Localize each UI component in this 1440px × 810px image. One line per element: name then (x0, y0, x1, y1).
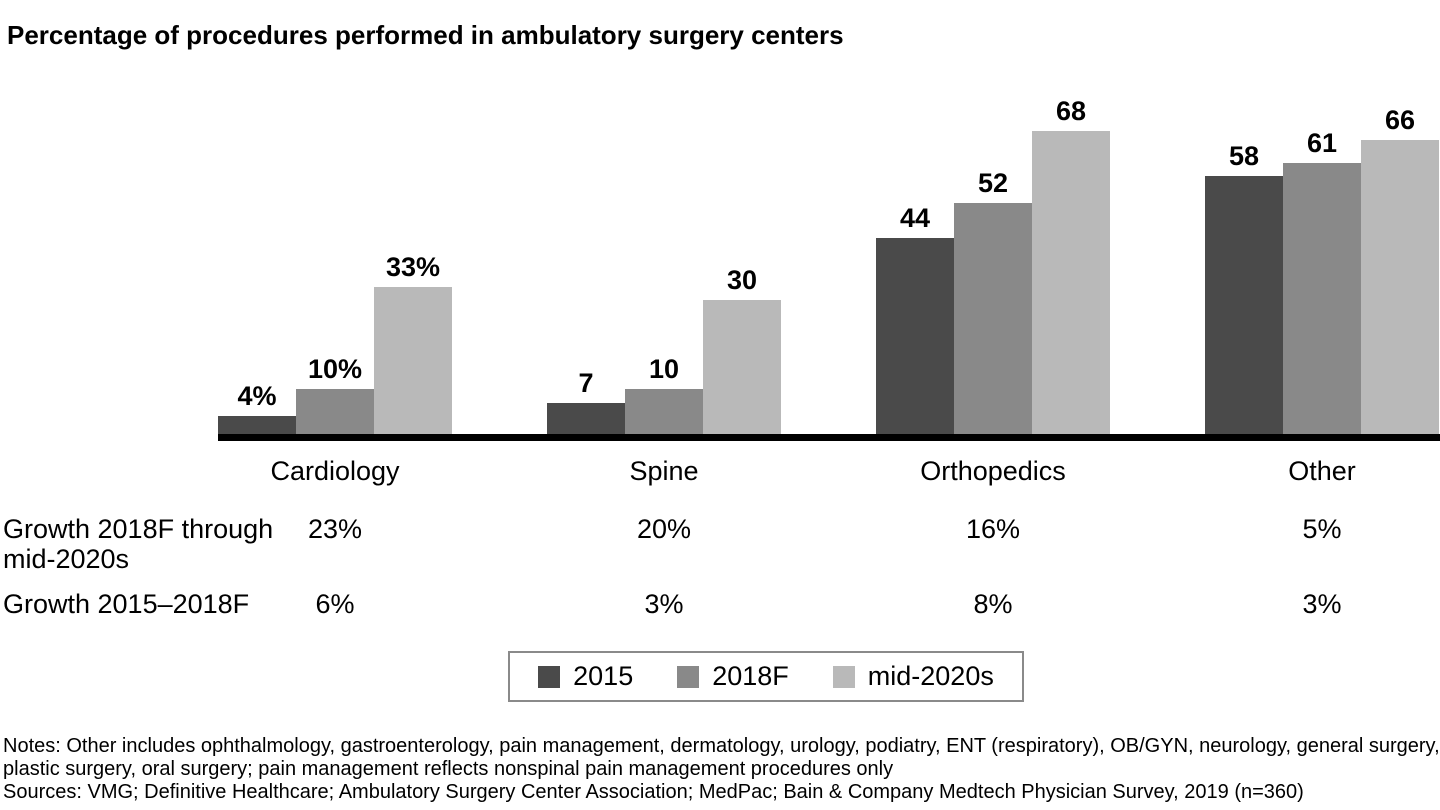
bar-column: 52 (954, 168, 1032, 434)
growth-row-label-0: Growth 2018F through mid-2020s (3, 514, 274, 574)
bar-column: 30 (703, 265, 781, 434)
legend-swatch-2018f (677, 665, 700, 688)
bar-2015-cardiology (218, 416, 296, 434)
bar-value-label-2018f-spine: 10 (648, 354, 680, 384)
bar-column: 68 (1032, 96, 1110, 434)
growth-value-0-orthopedics: 16% (965, 514, 1021, 544)
bar-2015-spine (547, 403, 625, 434)
bar-value-label-mid-2020s-orthopedics: 68 (1055, 96, 1087, 126)
legend-swatch-2015 (538, 665, 561, 688)
growth-value-1-orthopedics: 8% (973, 589, 1013, 619)
bar-column: 66 (1361, 105, 1439, 434)
legend-item-2015: 2015 (538, 661, 633, 692)
legend-label-mid-2020s: mid-2020s (867, 661, 994, 691)
bar-column: 7 (547, 368, 625, 434)
legend-label-2015: 2015 (573, 661, 634, 691)
legend-swatch-mid-2020s (832, 665, 855, 688)
bar-value-label-mid-2020s-other: 66 (1384, 105, 1416, 135)
x-axis-line (218, 434, 1440, 441)
footer: Notes: Other includes ophthalmology, gas… (3, 735, 1440, 804)
bar-2015-orthopedics (876, 238, 954, 434)
bar-2018f-spine (625, 389, 703, 434)
bar-2018f-cardiology (296, 389, 374, 434)
bar-value-label-2018f-other: 61 (1306, 128, 1338, 158)
bar-column: 10% (296, 354, 374, 434)
bar-value-label-mid-2020s-cardiology: 33% (385, 252, 441, 282)
sources-text: Sources: VMG; Definitive Healthcare; Amb… (3, 781, 1304, 803)
growth-value-1-cardiology: 6% (315, 589, 355, 619)
growth-value-1-other: 3% (1302, 589, 1342, 619)
bar-value-label-2015-other: 58 (1228, 141, 1260, 171)
bar-mid-2020s-orthopedics (1032, 131, 1110, 434)
bar-group-orthopedics: 44 52 68 (876, 96, 1110, 434)
category-label-orthopedics: Orthopedics (920, 456, 1066, 486)
bar-group-cardiology: 4% 10% 33% (218, 252, 452, 434)
growth-row-label-1: Growth 2015–2018F (3, 589, 250, 619)
growth-value-1-spine: 3% (644, 589, 684, 619)
category-label-cardiology: Cardiology (270, 456, 400, 486)
growth-value-0-cardiology: 23% (307, 514, 363, 544)
bar-value-label-2015-cardiology: 4% (237, 381, 277, 411)
category-label-spine: Spine (629, 456, 699, 486)
growth-value-0-other: 5% (1302, 514, 1342, 544)
chart-legend: 2015 2018F mid-2020s (508, 651, 1024, 702)
bar-column: 61 (1283, 128, 1361, 434)
bar-value-label-2015-spine: 7 (578, 368, 594, 398)
bar-value-label-mid-2020s-spine: 30 (726, 265, 758, 295)
bar-mid-2020s-other (1361, 140, 1439, 434)
notes-text: Notes: Other includes ophthalmology, gas… (3, 735, 1440, 780)
bar-mid-2020s-spine (703, 300, 781, 434)
page-title: Percentage of procedures performed in am… (7, 20, 844, 51)
bar-column: 33% (374, 252, 452, 434)
legend-item-2018f: 2018F (677, 661, 789, 692)
bar-group-spine: 7 10 30 (547, 265, 781, 434)
bar-2015-other (1205, 176, 1283, 434)
growth-value-0-spine: 20% (636, 514, 692, 544)
bar-column: 4% (218, 381, 296, 434)
bar-2018f-orthopedics (954, 203, 1032, 434)
legend-label-2018f: 2018F (712, 661, 789, 691)
bar-2018f-other (1283, 163, 1361, 434)
bar-value-label-2015-orthopedics: 44 (899, 203, 931, 233)
bar-column: 58 (1205, 141, 1283, 434)
category-label-other: Other (1288, 456, 1356, 486)
legend-item-mid-2020s: mid-2020s (832, 661, 994, 692)
bar-mid-2020s-cardiology (374, 287, 452, 434)
bar-group-other: 58 61 66 (1205, 105, 1439, 434)
bar-column: 44 (876, 203, 954, 434)
bar-value-label-2018f-cardiology: 10% (307, 354, 363, 384)
bar-column: 10 (625, 354, 703, 434)
bar-value-label-2018f-orthopedics: 52 (977, 168, 1009, 198)
